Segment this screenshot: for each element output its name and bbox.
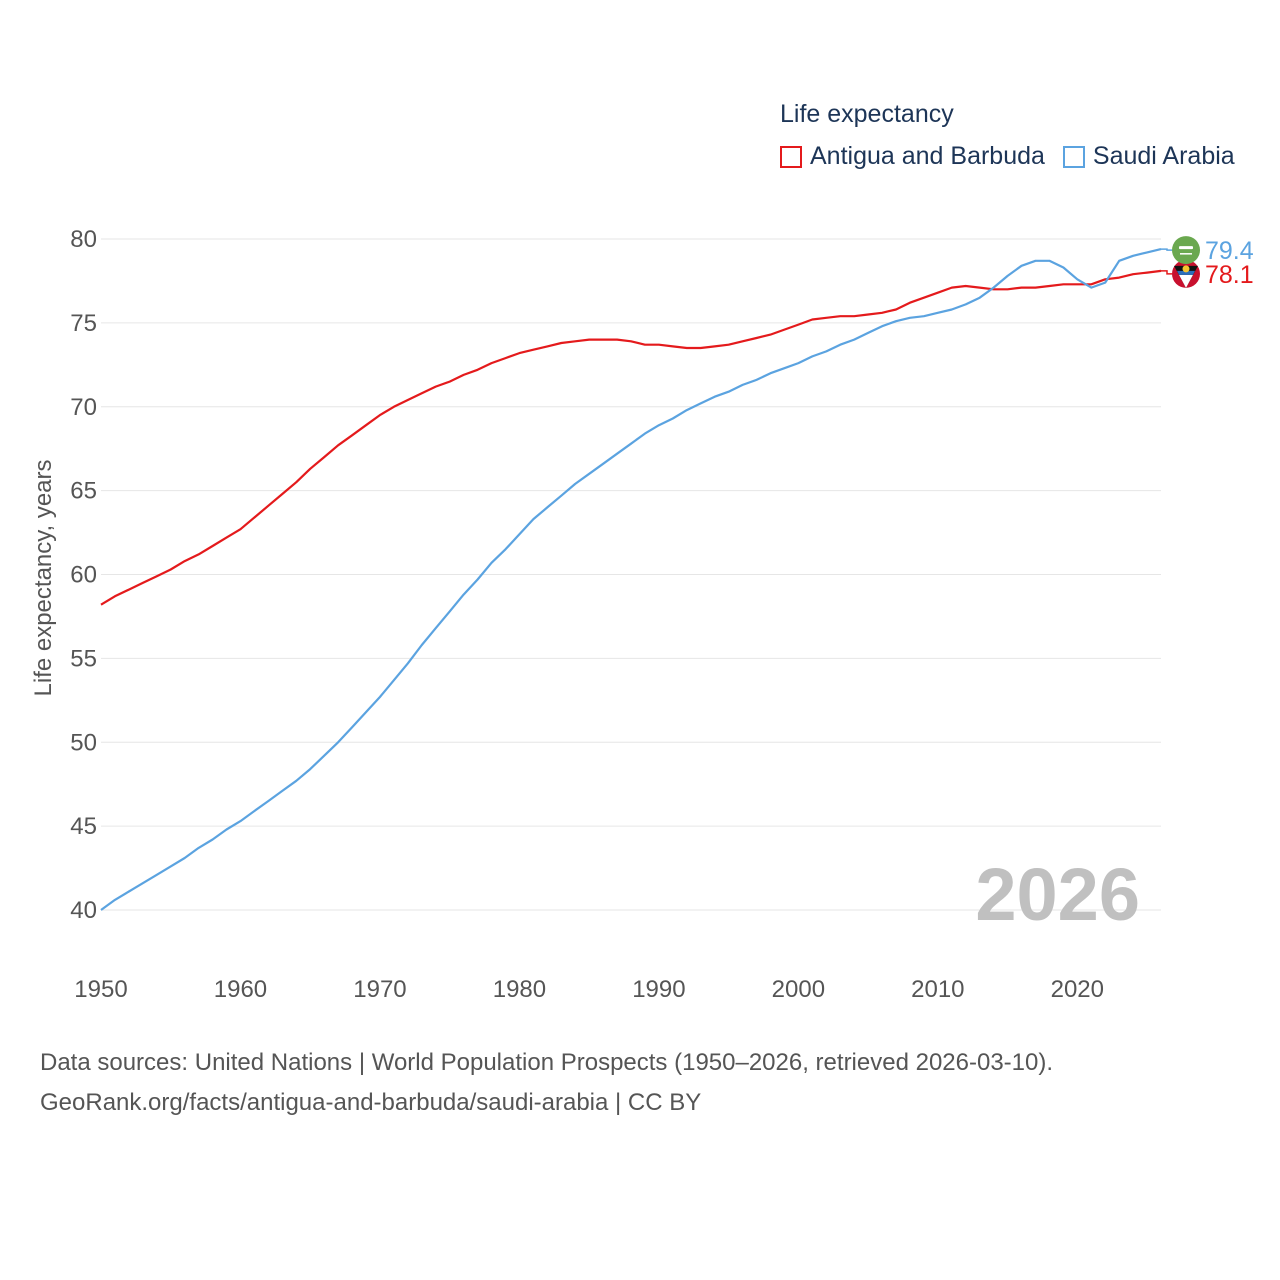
line-chart: 40 45 50 55 60 65 70 75 80 1950 1960 1970 1980 1990 2… bbox=[30, 226, 1254, 1003]
gridlines bbox=[101, 238, 1161, 911]
end-connector bbox=[1161, 248, 1172, 251]
x-tick-label: 1960 bbox=[214, 976, 267, 1003]
data-sources: Data sources: United Nations | World Pop… bbox=[40, 1043, 1053, 1123]
legend-swatch-saudi bbox=[1062, 145, 1085, 168]
y-tick-label: 65 bbox=[70, 478, 97, 505]
legend-title: Life expectancy bbox=[780, 100, 954, 128]
sources-line-2[interactable]: GeoRank.org/facts/antigua-and-barbuda/sa… bbox=[40, 1089, 702, 1116]
year-watermark: 2026 bbox=[975, 853, 1140, 936]
y-tick-label: 55 bbox=[70, 645, 97, 672]
end-markers: 78.179.4 bbox=[1161, 236, 1254, 289]
antigua-flag-icon bbox=[1172, 259, 1200, 288]
x-tick-label: 2020 bbox=[1051, 976, 1104, 1003]
y-tick-label: 50 bbox=[70, 729, 97, 756]
y-tick-label: 60 bbox=[70, 562, 97, 589]
y-axis-title: Life expectancy, years bbox=[30, 459, 57, 696]
x-tick-label: 1950 bbox=[74, 976, 127, 1003]
end-value-label: 78.1 bbox=[1205, 261, 1254, 289]
x-tick-label: 1980 bbox=[493, 976, 546, 1003]
y-tick-label: 80 bbox=[70, 226, 97, 253]
y-tick-label: 40 bbox=[70, 897, 97, 924]
legend-swatch-antigua bbox=[780, 145, 802, 168]
x-tick-label: 1990 bbox=[632, 976, 685, 1003]
series-lines bbox=[100, 248, 1162, 911]
legend-item-saudi[interactable]: Saudi Arabia bbox=[1062, 142, 1235, 171]
x-tick-label: 1970 bbox=[353, 976, 406, 1003]
y-tick-label: 45 bbox=[70, 813, 97, 840]
legend: Antigua and Barbuda Saudi Arabia bbox=[780, 142, 1253, 171]
legend-label-saudi: Saudi Arabia bbox=[1092, 142, 1235, 170]
end-value-label: 79.4 bbox=[1205, 237, 1254, 265]
legend-label-antigua: Antigua and Barbuda bbox=[810, 142, 1045, 170]
legend-item-antigua[interactable]: Antigua and Barbuda bbox=[780, 142, 1045, 171]
series-line-saudi[interactable] bbox=[100, 248, 1162, 911]
end-connector bbox=[1161, 270, 1172, 275]
y-axis-ticks: 40 45 50 55 60 65 70 75 80 bbox=[70, 226, 97, 924]
y-tick-label: 75 bbox=[70, 310, 97, 337]
y-tick-label: 70 bbox=[70, 394, 97, 421]
x-tick-label: 2000 bbox=[772, 976, 825, 1003]
x-axis-ticks: 1950 1960 1970 1980 1990 2000 2010 2020 bbox=[74, 976, 1104, 1003]
saudi-flag-icon bbox=[1172, 236, 1200, 265]
x-tick-label: 2010 bbox=[911, 976, 964, 1003]
series-line-antigua[interactable] bbox=[100, 269, 1162, 606]
sources-line-1: Data sources: United Nations | World Pop… bbox=[40, 1049, 1054, 1076]
